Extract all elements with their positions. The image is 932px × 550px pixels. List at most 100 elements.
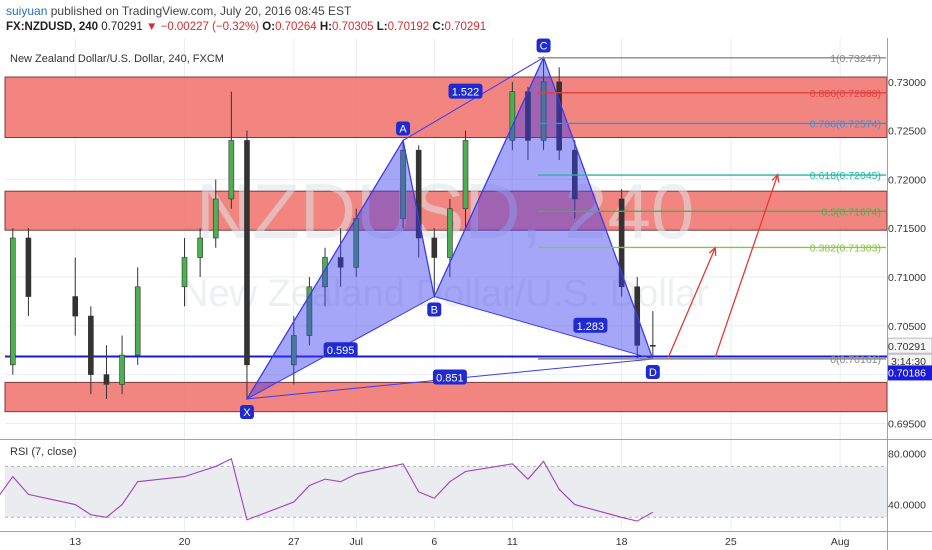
candle-body xyxy=(25,237,32,297)
candle-body xyxy=(72,296,79,317)
candle-body xyxy=(650,345,656,347)
fib-level-label: 0(0.70161) xyxy=(830,354,881,366)
ratio-label: 1.283 xyxy=(573,317,608,333)
candle-body xyxy=(290,335,297,366)
ohlc-line: FX:NZDUSD, 240 0.70291 ▼ −0.00227 (−0.32… xyxy=(6,21,486,33)
ratio-label: 0.595 xyxy=(323,342,358,358)
open-label: O: xyxy=(262,21,276,33)
line-price-tag-bg xyxy=(888,365,932,381)
date-tick-label: 20 xyxy=(179,536,191,548)
ratio-label-bg xyxy=(573,317,608,333)
rsi-tick-label: 80.0000 xyxy=(888,449,926,461)
point-label-bg xyxy=(427,302,442,317)
projection-line xyxy=(667,247,716,358)
ratio-label-bg xyxy=(448,83,483,99)
high-value: 0.70305 xyxy=(331,21,374,33)
ratio-label-bg xyxy=(432,369,467,385)
candle xyxy=(25,228,32,317)
pattern-legs xyxy=(246,55,654,400)
pattern-point-x: X xyxy=(239,404,254,419)
projection-arrow xyxy=(714,173,780,358)
price-axis-bg xyxy=(887,38,932,550)
pattern-point-b: B xyxy=(427,302,442,317)
candle-body xyxy=(88,315,94,375)
candle xyxy=(337,228,344,287)
publication-line: suiyuan published on TradingView.com, Ju… xyxy=(6,4,351,18)
point-label-bg xyxy=(645,364,660,379)
rsi-label: RSI (7, close) xyxy=(10,446,77,458)
candle xyxy=(212,179,219,248)
price-tick-label: 0.73000 xyxy=(888,77,926,89)
pattern-point-c: C xyxy=(536,38,551,53)
ratio-label: 1.522 xyxy=(448,83,483,99)
price-tick-label: 0.70500 xyxy=(888,321,926,333)
candle xyxy=(228,91,235,209)
close-value: 0.70291 xyxy=(444,21,487,33)
point-label-text: B xyxy=(431,305,438,317)
candle-body xyxy=(134,286,141,356)
line-price-tag-text: 0.70186 xyxy=(888,367,926,379)
candle-body xyxy=(181,257,188,288)
candle xyxy=(322,247,328,307)
rsi-tick-label: 40.0000 xyxy=(888,500,926,512)
candle xyxy=(400,140,406,229)
publication-header: suiyuan published on TradingView.com, Ju… xyxy=(0,0,932,38)
candle xyxy=(431,228,438,297)
rsi-band xyxy=(5,466,887,518)
point-label-text: D xyxy=(649,367,657,379)
point-label-text: C xyxy=(540,41,548,53)
candle-body xyxy=(322,257,328,288)
candle xyxy=(119,335,125,395)
candle-body xyxy=(228,140,235,200)
point-label-text: A xyxy=(399,123,407,135)
low-value: 0.70192 xyxy=(387,21,430,33)
candle-body xyxy=(337,257,344,268)
candle xyxy=(540,57,547,151)
point-label-bg xyxy=(239,404,254,419)
candle-body xyxy=(462,140,469,210)
candle-body xyxy=(212,198,219,239)
candle xyxy=(306,277,313,346)
high-label: H: xyxy=(319,21,332,33)
date-tick-label: 18 xyxy=(616,536,628,548)
low-label: L: xyxy=(376,21,388,33)
change-value: −0.00227 (−0.32%) xyxy=(160,21,260,33)
candle xyxy=(509,81,516,151)
date-tick-label: 13 xyxy=(69,536,81,548)
fib-level-label: 0.786(0.72574) xyxy=(810,118,881,130)
candle-body xyxy=(10,237,16,366)
projection-line xyxy=(714,174,779,358)
fib-level-label: 0.618(0.72045) xyxy=(810,170,881,182)
date-tick-label: 27 xyxy=(288,536,300,548)
fib-level-label: 1(0.73247) xyxy=(830,53,881,65)
ratio-label-text: 0.595 xyxy=(327,345,355,357)
rsi-line xyxy=(0,458,654,522)
date-tick-label: 11 xyxy=(507,536,518,548)
published-text: published on TradingView.com, July 20, 2… xyxy=(50,4,352,18)
countdown-tag-text: 3:14:30 xyxy=(891,356,926,368)
candle-body xyxy=(556,81,562,151)
candle xyxy=(618,189,625,297)
last-price-tag-text: 0.70291 xyxy=(888,341,926,353)
candle-body xyxy=(618,198,625,288)
candle-body xyxy=(197,237,203,258)
candle xyxy=(415,145,422,258)
point-label-text: X xyxy=(243,407,251,419)
point-label-bg xyxy=(396,121,411,136)
projection-arrowhead xyxy=(708,246,717,256)
price-tick-label: 0.71500 xyxy=(888,223,926,235)
pattern-ac-line xyxy=(402,57,544,141)
date-tick-label: Jul xyxy=(350,536,363,548)
candle xyxy=(556,67,562,160)
open-value: 0.70264 xyxy=(275,21,317,33)
candle-body xyxy=(431,237,438,258)
last-price-tag: 0.70291 xyxy=(887,337,932,354)
ratio-label-text: 0.851 xyxy=(436,373,464,385)
candle-body xyxy=(400,149,406,219)
author-link[interactable]: suiyuan xyxy=(6,4,48,18)
candle-body xyxy=(415,149,422,239)
symbol-label: FX:NZDUSD, 240 xyxy=(6,21,99,33)
point-label-bg xyxy=(536,38,551,53)
projection-arrow xyxy=(667,246,717,358)
